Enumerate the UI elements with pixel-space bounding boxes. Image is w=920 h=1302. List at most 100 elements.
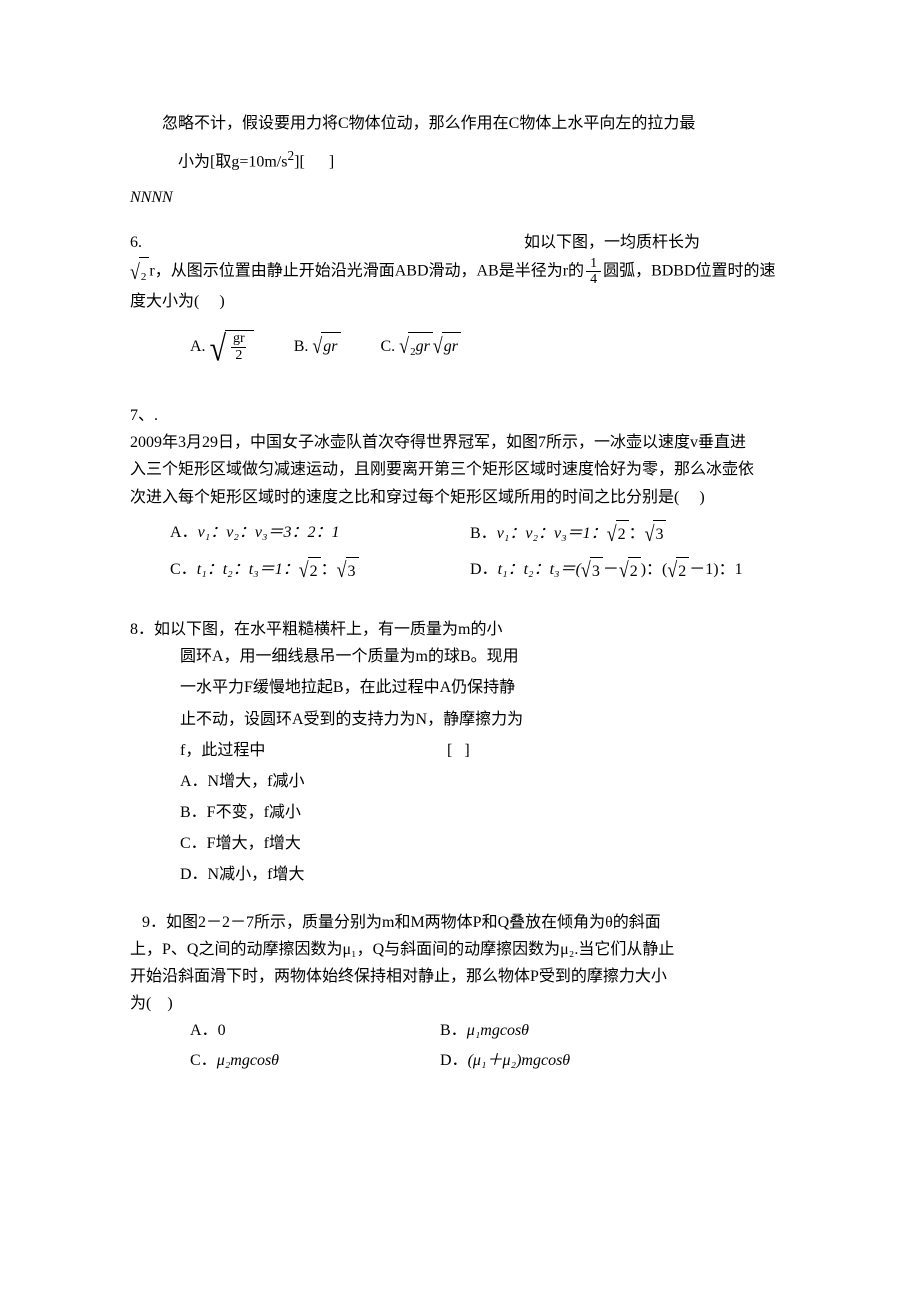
q6-line1: 6. 如以下图，一均质杆长为 (130, 229, 790, 256)
q6-optA-sqrt: √ gr 2 (210, 321, 254, 372)
q7-opt-C: C．t₁：t₂：t₃＝1：√2：√3 (170, 555, 470, 586)
q6-optA-frac-den: 2 (231, 347, 246, 363)
q7-C-mid: ： (321, 561, 337, 578)
q7-D-minus: － (603, 561, 619, 578)
q6-optB-label: B. (294, 333, 309, 360)
q7-D-prefix: t₁：t₂：t₃＝( (498, 561, 581, 578)
q8-line2: 圆环A，用一细线悬吊一个质量为m的球B。现用 (130, 643, 790, 670)
q5-line2-prefix: 小为[取g=10m/s (178, 154, 287, 171)
q6-optA-frac-num: gr (229, 331, 249, 346)
q6-optC-after: gr (416, 338, 430, 355)
q8-optD: D．N减小，f增大 (130, 861, 790, 888)
q9-A-label: A． (190, 1022, 218, 1039)
q9-line4: 为( ) (130, 990, 790, 1017)
q9-opt-A: A．0 (190, 1017, 440, 1044)
q7-body1: 2009年3月29日，中国女子冰壶队首次夺得世界冠军，如图7所示，一冰壶以速度v… (130, 429, 790, 456)
q9-line1: 9．如图2－2－7所示，质量分别为m和M两物体P和Q叠放在倾角为θ的斜面 (130, 909, 790, 936)
q6-optC-label: C. (381, 333, 396, 360)
q7-C-label: C． (170, 561, 197, 578)
q8-line5: f，此过程中 [ ] (130, 737, 790, 764)
q6-optA-label: A. (190, 333, 206, 360)
q7-D-r1b: 3 (590, 557, 603, 585)
q9-opt-D: D．(μ₁＋μ₂)mgcosθ (440, 1047, 790, 1074)
q9-opt-C: C．μ₂mgcosθ (190, 1047, 440, 1074)
q7-B-mid: ： (629, 525, 645, 542)
q7-C-r2: √3 (337, 555, 359, 586)
q9-C-label: C． (190, 1052, 217, 1069)
sqrt-icon: √ (299, 552, 309, 589)
sqrt-icon: √ (607, 516, 617, 553)
q6-optB-body: gr (323, 338, 337, 355)
q6-line2: √ 2 r，从图示位置由静止开始沿光滑面ABD滑动，AB是半径为r的 1 4 圆… (130, 256, 790, 288)
q6-line3: 度大小为( ) (130, 288, 790, 315)
q6-options: A. √ gr 2 B. √ gr C. √ 2gr (130, 321, 790, 372)
q7-A-text: v₁：v₂：v₃＝3：2：1 (198, 524, 340, 541)
q6-frac-num: 1 (586, 256, 601, 271)
q8-line4: 止不动，设圆环A受到的支持力为N，静摩擦力为 (130, 706, 790, 733)
q9-line2: 上，P、Q之间的动摩擦因数为μ₁，Q与斜面间的动摩擦因数为μ₂.当它们从静止 (130, 936, 790, 963)
q9-opt-B: B．μ₁mgcosθ (440, 1017, 790, 1044)
sqrt-icon: √ (581, 552, 591, 589)
q7-D-mid: )：( (641, 561, 668, 578)
q8: 8．如以下图，在水平粗糙横杆上，有一质量为m的小 圆环A，用一细线悬吊一个质量为… (130, 616, 790, 889)
q7-body2: 入三个矩形区域做匀减速运动，且刚要离开第三个矩形区域时速度恰好为零，那么冰壶依 (130, 456, 790, 483)
q8-line1: 8．如以下图，在水平粗糙横杆上，有一质量为m的小 (130, 616, 790, 643)
q9-D-text: (μ₁＋μ₂)mgcosθ (468, 1052, 571, 1069)
q7-B-label: B． (470, 525, 497, 542)
q7-number: 7、. (130, 402, 790, 429)
q7-opt-D: D．t₁：t₂：t₃＝(√3－√2)：(√2－1)：1 (470, 555, 790, 586)
q7: 7、. 2009年3月29日，中国女子冰壶队首次夺得世界冠军，如图7所示，一冰壶… (130, 402, 790, 586)
q9-B-label: B． (440, 1022, 467, 1039)
q7-D-r3: √2 (667, 555, 689, 586)
q9-B-text: μ₁mgcosθ (467, 1022, 529, 1039)
sqrt-icon: √ (210, 318, 226, 379)
sqrt-icon: √ (337, 552, 347, 589)
q7-body3: 次进入每个矩形区域时的速度之比和穿过每个矩形区域所用的时间之比分别是( ) (130, 484, 790, 511)
q9-C-text: μ₂mgcosθ (217, 1052, 279, 1069)
q8-optA: A．N增大，f减小 (130, 768, 790, 795)
sqrt-icon: √ (645, 516, 655, 553)
q9: 9．如图2－2－7所示，质量分别为m和M两物体P和Q叠放在倾角为θ的斜面 上，P… (130, 909, 790, 1074)
q7-D-r2b: 2 (628, 557, 641, 585)
sqrt-icon: √ (312, 328, 322, 365)
q7-C-r1b: 2 (308, 557, 321, 585)
q8-optB: B．F不变，f减小 (130, 799, 790, 826)
q6-optC-sqrt1: √ 2gr (399, 331, 433, 362)
q7-opt-B: B．v₁：v₂：v₃＝1：√2：√3 (470, 519, 790, 550)
q8-line3: 一水平力F缓慢地拉起B，在此过程中A仍保持静 (130, 674, 790, 701)
q6-opt-B: B. √ gr (294, 331, 341, 362)
sqrt-icon: √ (619, 552, 629, 589)
q7-D-r3b: 2 (676, 557, 689, 585)
q6-frac-den: 4 (586, 271, 601, 287)
sqrt-icon: √ (130, 254, 140, 291)
sqrt-icon: √ (667, 552, 677, 589)
q6-optC-sqrt2: √ gr (433, 331, 461, 362)
q9-D-label: D． (440, 1052, 468, 1069)
q6-line2-after-sqrt: r，从图示位置由静止开始沿光滑面ABD滑动，AB是半径为r的 (149, 263, 584, 280)
q7-D-r1: √3 (581, 555, 603, 586)
q8-line5-prefix: f，此过程中 (180, 742, 265, 759)
q5-line2: 小为[取g=10m/s2][ ] (130, 145, 790, 176)
q6-opt-C: C. √ 2gr √ gr (381, 331, 461, 362)
q7-options: A．v₁：v₂：v₃＝3：2：1 B．v₁：v₂：v₃＝1：√2：√3 C．t₁… (130, 519, 790, 586)
q8-optC: C．F增大，f增大 (130, 830, 790, 857)
q7-D-after: －1)：1 (689, 561, 742, 578)
q9-A-text: 0 (218, 1022, 226, 1039)
q6-optB-sqrt: √ gr (312, 331, 340, 362)
sqrt-icon: √ (433, 328, 443, 365)
q7-B-r1b: 2 (616, 520, 629, 548)
q7-D-r2: √2 (619, 555, 641, 586)
q9-options: A．0 B．μ₁mgcosθ C．μ₂mgcosθ D．(μ₁＋μ₂)mgcos… (130, 1017, 790, 1073)
q5-nnnn: NNNN (130, 184, 790, 211)
q7-B-r2: √3 (645, 519, 667, 550)
q6-intro-right: 如以下图，一均质杆长为 (524, 229, 700, 256)
q6-line2-after-frac: 圆弧，BDBD位置时的速 (603, 263, 775, 280)
q7-C-r1: √2 (299, 555, 321, 586)
q7-C-prefix: t₁：t₂：t₃＝1： (197, 561, 299, 578)
q6-optA-frac: gr 2 (229, 331, 249, 363)
sqrt-icon: √ (399, 328, 409, 365)
q5-line1: 忽略不计，假设要用力将C物体位动，那么作用在C物体上水平向左的拉力最 (130, 110, 790, 137)
q7-A-label: A． (170, 524, 198, 541)
q8-bracket: [ ] (433, 737, 483, 764)
q7-C-r2b: 3 (346, 557, 359, 585)
